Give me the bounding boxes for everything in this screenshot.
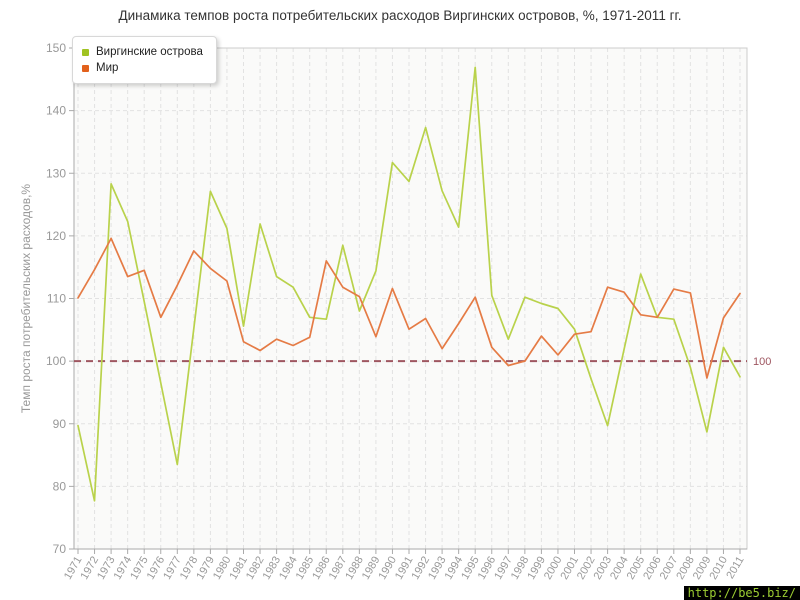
svg-text:150: 150 (46, 41, 66, 55)
svg-text:80: 80 (53, 479, 67, 493)
svg-text:2011: 2011 (724, 555, 746, 581)
svg-text:130: 130 (46, 166, 66, 180)
legend-swatch-virgin-islands (82, 48, 89, 56)
y-axis-title: Темп роста потребительских расходов,% (19, 184, 33, 414)
watermark-link[interactable]: http://be5.biz/ (683, 586, 800, 600)
y-tick-labels: 70 80 90 100 110 120 130 140 150 (46, 41, 66, 556)
svg-text:120: 120 (46, 229, 66, 243)
svg-text:100: 100 (46, 354, 66, 368)
svg-text:2010: 2010 (707, 555, 730, 582)
reference-line-label: 100 (753, 356, 771, 368)
legend-item-world: Мир (82, 60, 203, 76)
x-tick-labels: 1971197219731974197519761977197819791980… (62, 555, 747, 582)
axes (69, 47, 747, 554)
svg-text:140: 140 (46, 104, 66, 118)
legend-item-virgin-islands: Виргинские острова (82, 44, 203, 60)
series-line-0 (77, 66, 741, 502)
series-line-1 (77, 237, 741, 379)
svg-text:70: 70 (53, 542, 67, 556)
svg-text:90: 90 (53, 417, 67, 431)
legend: Виргинские острова Мир (72, 36, 217, 84)
chart-title: Динамика темпов роста потребительских ра… (118, 8, 682, 23)
svg-text:110: 110 (47, 292, 66, 306)
legend-label: Мир (96, 62, 119, 74)
legend-label: Виргинские острова (96, 46, 203, 58)
legend-swatch-world (82, 64, 89, 72)
